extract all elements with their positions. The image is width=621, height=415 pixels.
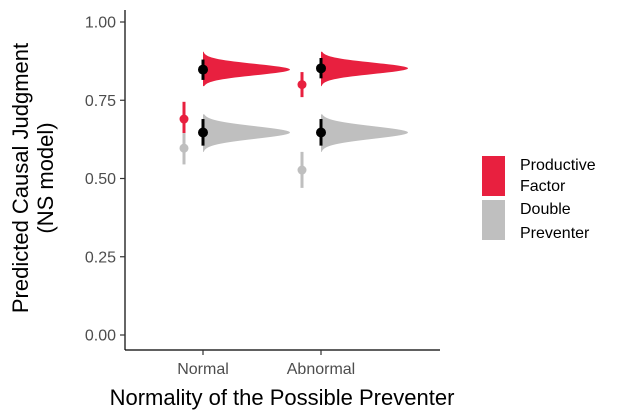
observed-point-double	[297, 165, 307, 175]
y-tick-label: 0.50	[85, 171, 116, 188]
x-axis-title: Normality of the Possible Preventer	[110, 385, 455, 410]
observed-point-double	[179, 143, 189, 153]
x-tick-label: Normal	[177, 361, 229, 378]
legend-key-productive-factor	[482, 156, 505, 196]
legend: Productive Factor Double Preventer	[482, 156, 596, 242]
predicted-point-productive	[198, 64, 208, 75]
y-tick-label: 0.00	[85, 328, 116, 345]
predicted-point-double	[198, 127, 208, 138]
y-axis-title-line1: Predicted Causal Judgment	[8, 43, 33, 313]
density-productive	[203, 51, 290, 87]
y-tick-label: 1.00	[85, 15, 116, 32]
y-tick-label: 0.25	[85, 249, 116, 266]
predicted-point-productive	[316, 63, 326, 74]
density-layer	[203, 51, 408, 152]
legend-label-double-line2: Preventer	[520, 225, 590, 242]
legend-key-double-preventer	[482, 200, 505, 240]
y-axis-title-line2: (NS model)	[33, 122, 58, 233]
plot-panel	[179, 51, 408, 188]
point-layer	[179, 63, 326, 175]
legend-label-productive-line1: Productive	[520, 157, 596, 174]
legend-label-double-line1: Double	[520, 201, 571, 218]
x-axis-ticks: Normal Abnormal	[177, 350, 355, 378]
y-axis-ticks: 0.00 0.25 0.50 0.75 1.00	[85, 15, 125, 345]
y-tick-label: 0.75	[85, 93, 116, 110]
observed-point-productive	[179, 114, 189, 124]
predicted-point-double	[316, 127, 326, 138]
x-tick-label: Abnormal	[287, 361, 355, 378]
density-double	[321, 114, 408, 152]
density-productive	[321, 51, 408, 87]
observed-point-productive	[297, 80, 307, 90]
legend-label-productive-line2: Factor	[520, 178, 566, 195]
density-double	[203, 114, 290, 152]
